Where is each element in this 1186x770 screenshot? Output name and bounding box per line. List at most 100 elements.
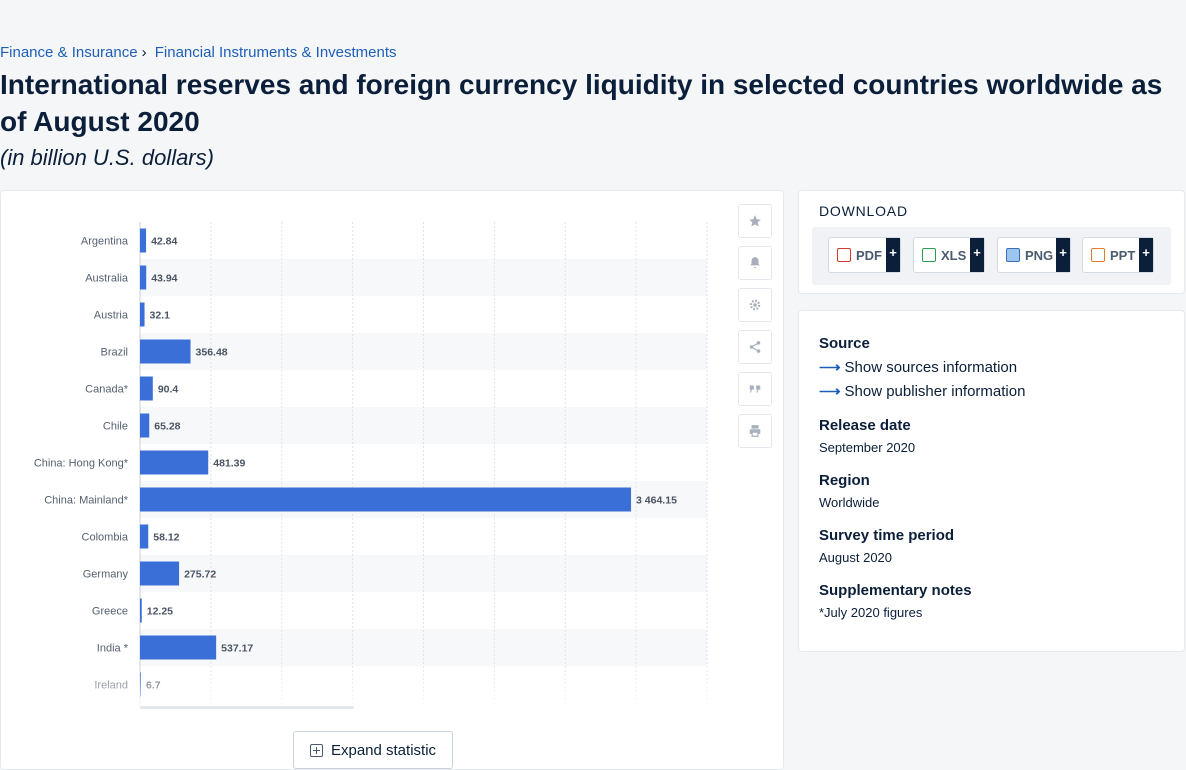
cite-button[interactable] <box>738 372 772 406</box>
bar-5 <box>140 413 150 438</box>
expand-statistic-label: Expand statistic <box>330 741 437 759</box>
region-value: Worldwide <box>819 495 880 510</box>
value-label: 58.12 <box>153 532 179 544</box>
category-label: Canada* <box>85 384 129 396</box>
breadcrumb-financial-instruments[interactable]: Financial Instruments & Investments <box>154 44 397 61</box>
xls-plus-badge: + <box>970 238 984 272</box>
category-label: Greece <box>92 606 128 618</box>
release-date-heading: Release date <box>819 417 911 434</box>
bar-9 <box>140 561 180 586</box>
supplementary-notes-heading: Supplementary notes <box>819 582 972 599</box>
bar-2 <box>140 302 145 327</box>
bar-4 <box>140 376 153 401</box>
value-label: 356.48 <box>196 347 228 359</box>
notify-button[interactable] <box>738 246 772 280</box>
ppt-plus-badge: + <box>1139 238 1153 272</box>
row-band <box>140 259 707 296</box>
survey-period-value: August 2020 <box>819 550 893 565</box>
show-publisher-link[interactable]: ⟶ Show publisher information <box>819 382 1025 400</box>
download-xls-label: XLS <box>941 247 967 263</box>
page-title: International reserves and foreign curre… <box>0 69 1163 137</box>
category-label: Austria <box>94 310 129 322</box>
download-pdf-label: PDF <box>856 247 882 263</box>
category-label: China: Mainland* <box>44 495 128 507</box>
bar-0 <box>140 228 147 253</box>
pdf-plus-badge: + <box>886 238 900 272</box>
settings-button[interactable] <box>738 288 772 322</box>
quote-icon <box>749 385 761 393</box>
expand-statistic-button[interactable]: Expand statistic <box>293 731 453 769</box>
xls-file-icon <box>922 248 936 262</box>
bar-6 <box>140 450 209 475</box>
value-label: 3 464.15 <box>636 495 677 507</box>
download-title: DOWNLOAD <box>819 203 908 219</box>
value-label: 275.72 <box>184 569 216 581</box>
download-xls-button[interactable]: XLS + <box>913 237 985 273</box>
show-sources-link[interactable]: ⟶ Show sources information <box>819 358 1017 376</box>
bar-3 <box>140 339 191 364</box>
favorite-button[interactable] <box>738 204 772 238</box>
show-publisher-label: Show publisher information <box>844 383 1026 400</box>
value-label: 42.84 <box>151 236 177 248</box>
show-sources-label: Show sources information <box>844 359 1018 376</box>
value-label: 90.4 <box>158 384 179 396</box>
gear-icon <box>749 299 761 311</box>
bar-10 <box>140 598 142 623</box>
top-bar <box>0 0 1186 36</box>
source-heading: Source <box>819 335 870 352</box>
download-png-button[interactable]: PNG + <box>997 237 1071 273</box>
bar-11 <box>140 635 217 660</box>
png-image-icon <box>1006 248 1020 262</box>
print-icon <box>749 425 761 437</box>
breadcrumb-finance-insurance[interactable]: Finance & Insurance <box>0 44 138 61</box>
value-label: 65.28 <box>154 421 180 433</box>
bar-8 <box>140 524 149 549</box>
download-pdf-button[interactable]: PDF + <box>828 237 901 273</box>
chart-scrollbar <box>140 706 354 709</box>
arrow-right-icon: ⟶ <box>819 383 841 400</box>
chart-card: Argentina 42.84 Australia 43.94 Austria 32.1 B… <box>0 190 784 770</box>
value-label: 32.1 <box>150 310 171 322</box>
value-label: 481.39 <box>213 458 245 470</box>
bar-1 <box>140 265 147 290</box>
chart-toolbar <box>738 204 772 456</box>
share-button[interactable] <box>738 330 772 364</box>
download-ppt-label: PPT <box>1110 247 1136 263</box>
value-label: 43.94 <box>151 273 177 285</box>
download-png-label: PNG <box>1025 247 1054 263</box>
download-card: DOWNLOAD PDF + XLS + PNG + PPT + <box>798 190 1185 294</box>
download-ppt-button[interactable]: PPT + <box>1082 237 1154 273</box>
breadcrumb-separator: › <box>141 44 147 61</box>
category-label: Argentina <box>81 236 129 248</box>
pdf-file-icon <box>837 248 851 262</box>
category-label: India * <box>97 643 129 655</box>
value-label: 12.25 <box>147 606 173 618</box>
region-heading: Region <box>819 472 870 489</box>
expand-icon <box>309 743 323 757</box>
page-subtitle: (in billion U.S. dollars) <box>0 145 214 170</box>
chart-fade-overlay <box>1 661 731 711</box>
category-label: Colombia <box>82 532 129 544</box>
category-label: Germany <box>83 569 129 581</box>
statistic-info-card: Source ⟶ Show sources information ⟶ Show p… <box>798 310 1185 652</box>
bar-7 <box>140 487 632 512</box>
row-band <box>140 555 707 592</box>
release-date-value: September 2020 <box>819 440 916 455</box>
bell-icon <box>750 257 760 269</box>
share-icon <box>749 341 761 353</box>
png-plus-badge: + <box>1056 238 1070 272</box>
download-bar: PDF + XLS + PNG + PPT + <box>812 227 1171 285</box>
arrow-right-icon: ⟶ <box>819 359 841 376</box>
category-label: China: Hong Kong* <box>34 458 129 470</box>
category-label: Australia <box>85 273 129 285</box>
breadcrumb: Finance & Insurance › Financial Instrumen… <box>0 44 397 61</box>
print-button[interactable] <box>738 414 772 448</box>
star-icon <box>749 215 761 227</box>
ppt-file-icon <box>1091 248 1105 262</box>
value-label: 537.17 <box>221 643 253 655</box>
bar-chart: Argentina 42.84 Australia 43.94 Austria 32.1 B… <box>1 222 731 711</box>
category-label: Chile <box>103 421 128 433</box>
survey-period-heading: Survey time period <box>819 527 955 544</box>
supplementary-notes-value: *July 2020 figures <box>819 605 923 620</box>
row-band <box>140 407 707 444</box>
